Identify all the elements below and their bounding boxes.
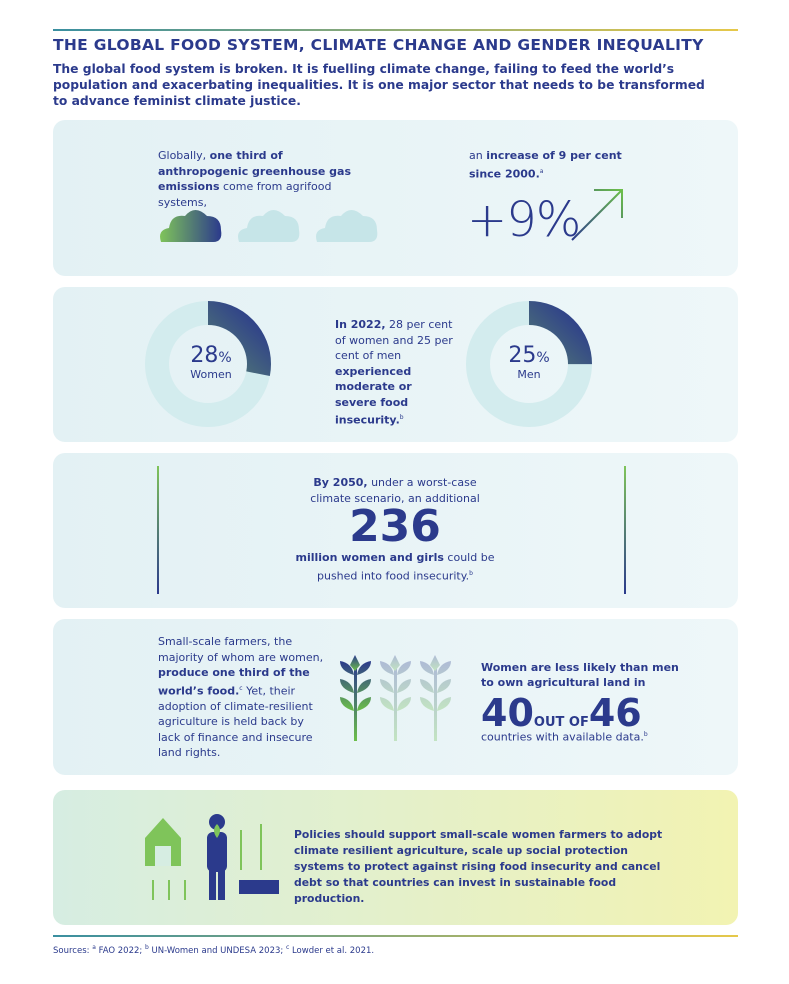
subtitle: The global food system is broken. It is … (53, 62, 705, 108)
donut (466, 301, 592, 427)
total: 46 (588, 691, 642, 735)
wheat-icons (340, 655, 451, 741)
text-segment: experienced moderate or severe food inse… (335, 364, 412, 427)
donut-label: 25% Men (504, 343, 554, 381)
increase-text: an increase of 9 per cent since 2000.a (469, 148, 629, 182)
text-segment: produce one third of the world’s food. (158, 666, 310, 698)
text-segment: b (399, 414, 404, 421)
donut-label: 28% Women (186, 343, 236, 381)
cloud (160, 210, 222, 242)
text-segment: 28 per cent of women and 25 per cent of … (335, 318, 453, 362)
policy-text: Policies should support small-scale wome… (294, 828, 663, 905)
text-segment: By 2050, (313, 476, 368, 489)
percent-unit: % (536, 350, 550, 366)
clouds (160, 210, 378, 242)
land-intro: Women are less likely than men to own ag… (481, 661, 679, 689)
text-segment: could be pushed into food insecurity. (317, 551, 495, 583)
percent-value: 25 (508, 343, 537, 368)
insecurity-text: In 2022, 28 per cent of women and 25 per… (335, 317, 455, 428)
text-segment: a (539, 167, 544, 175)
donut-arc (466, 301, 592, 427)
text-segment: UN-Women and UNDESA 2023; (148, 945, 286, 956)
donut-arc (145, 301, 271, 427)
donut-caption: Women (190, 368, 232, 381)
farmer-illustration (145, 814, 279, 900)
sources: Sources: a FAO 2022; b UN-Women and UNDE… (53, 944, 374, 956)
divider (624, 466, 626, 594)
text-segment: a (92, 944, 96, 951)
text-segment: increase of 9 per cent since 2000. (469, 149, 622, 181)
text-segment: one third of anthropogenic greenhouse ga… (158, 149, 351, 193)
emissions-text: Globally, one third of anthropogenic gre… (158, 148, 373, 210)
text-segment: countries with available data. (481, 730, 644, 744)
emissions-panel: Globally, one third of anthropogenic gre… (53, 120, 738, 276)
text-segment: b (643, 731, 648, 738)
cloud (238, 210, 300, 242)
farmers-text: Small-scale farmers, the majority of who… (158, 634, 328, 761)
land-figure: 40OUT OF46 (481, 691, 642, 735)
text-segment: b (469, 569, 473, 577)
projection-panel: By 2050, under a worst-case climate scen… (53, 453, 738, 608)
divider (157, 466, 159, 594)
projection-intro: By 2050, under a worst-case climate scen… (295, 475, 495, 506)
cloud (316, 210, 378, 242)
insecurity-panel: 28% Women In 2022, 28 per cent of women a… (53, 287, 738, 442)
farmers-panel: Small-scale farmers, the majority of who… (53, 619, 738, 775)
text-segment: c (239, 684, 243, 692)
bottom-rule (53, 935, 738, 937)
text-segment: Sources: (53, 945, 93, 956)
arrow-icon (571, 189, 623, 241)
policy-panel: Policies should support small-scale wome… (53, 790, 738, 925)
out-of: OUT OF (533, 715, 589, 730)
count: 40 (481, 691, 534, 735)
percent-unit: % (218, 350, 232, 366)
text-segment: Lowder et al. 2021. (289, 945, 375, 956)
percent-value: 28 (190, 343, 219, 368)
text-segment: Yet, their adoption of climate-resilient… (158, 684, 313, 760)
donut-caption: Men (517, 368, 541, 381)
text-segment: under a worst-case climate scenario, an … (310, 476, 480, 505)
text-segment: come from agrifood systems, (158, 180, 332, 209)
land-outro: countries with available data.b (481, 727, 681, 745)
text-segment: c (285, 944, 290, 951)
text-segment: FAO 2022; (95, 945, 145, 956)
text-segment: In 2022, (335, 318, 386, 331)
donut (145, 301, 271, 427)
text-segment: Small-scale farmers, the majority of who… (158, 635, 324, 664)
title: THE GLOBAL FOOD SYSTEM, CLIMATE CHANGE A… (53, 36, 704, 54)
projection-outro: million women and girls could be pushed … (295, 550, 495, 584)
text-segment: b (144, 944, 149, 951)
text-segment: an (469, 149, 487, 162)
top-rule (53, 29, 738, 31)
increase-figure: +9% (467, 192, 581, 248)
text-segment: Globally, (158, 149, 210, 162)
text-segment: million women and girls (295, 551, 444, 564)
projection-number: 236 (349, 501, 441, 552)
